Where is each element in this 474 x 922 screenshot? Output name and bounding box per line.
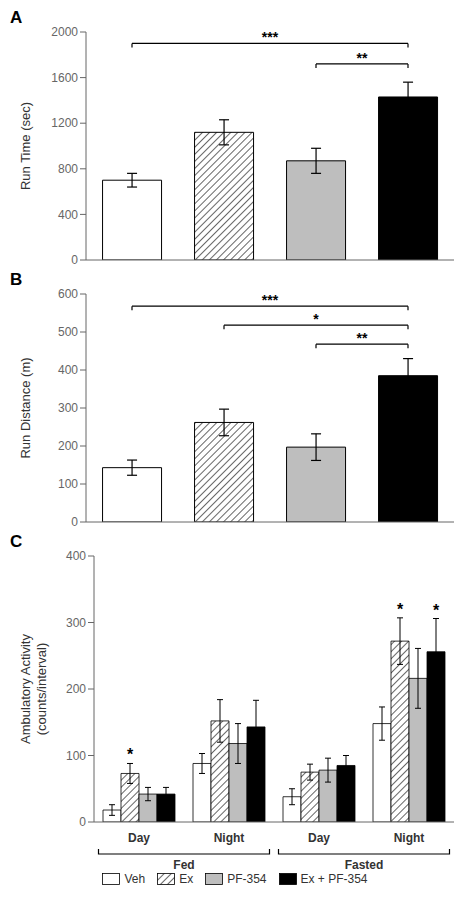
svg-text:**: **	[357, 330, 368, 346]
svg-text:400: 400	[58, 363, 78, 377]
svg-text:300: 300	[58, 401, 78, 415]
svg-text:100: 100	[58, 477, 78, 491]
svg-text:Day: Day	[308, 831, 330, 845]
svg-text:*: *	[433, 602, 440, 619]
html-text:B: B	[10, 270, 23, 289]
html-text:Ex + PF-354: Ex + PF-354	[300, 872, 368, 886]
svg-text:*: *	[397, 601, 404, 618]
svg-text:400: 400	[66, 549, 86, 563]
svg-text:600: 600	[58, 287, 78, 301]
svg-text:1200: 1200	[51, 116, 78, 130]
svg-text:*: *	[313, 311, 319, 327]
svg-text:300: 300	[66, 616, 86, 630]
svg-text:*: *	[127, 746, 134, 763]
svg-text:Run Time (sec): Run Time (sec)	[18, 102, 33, 190]
html-text:Veh: Veh	[124, 872, 146, 886]
svg-text:800: 800	[58, 162, 78, 176]
svg-text:200: 200	[66, 682, 86, 696]
svg-text:**: **	[357, 50, 368, 66]
svg-text:Run Distance (m): Run Distance (m)	[18, 357, 33, 458]
svg-text:Night: Night	[394, 831, 425, 845]
svg-text:Fasted: Fasted	[345, 858, 384, 872]
svg-text:200: 200	[58, 439, 78, 453]
svg-text:400: 400	[58, 208, 78, 222]
svg-text:500: 500	[58, 325, 78, 339]
svg-text:100: 100	[66, 749, 86, 763]
html-text:A: A	[10, 8, 23, 27]
svg-text:Night: Night	[214, 831, 245, 845]
html-text:C: C	[10, 532, 23, 551]
svg-text:1600: 1600	[51, 71, 78, 85]
svg-text:Fed: Fed	[173, 858, 194, 872]
html-text:Ex: Ex	[179, 872, 194, 886]
svg-text:0: 0	[71, 253, 78, 267]
svg-text:2000: 2000	[51, 25, 78, 39]
svg-text:0: 0	[71, 515, 78, 529]
svg-text:Day: Day	[128, 831, 150, 845]
svg-text:0: 0	[79, 815, 86, 829]
svg-text:***: ***	[262, 292, 279, 308]
svg-text:***: ***	[262, 29, 279, 45]
svg-text:Ambulatory Activity(counts/int: Ambulatory Activity(counts/interval)	[18, 634, 49, 744]
html-text:PF-354: PF-354	[227, 872, 267, 886]
